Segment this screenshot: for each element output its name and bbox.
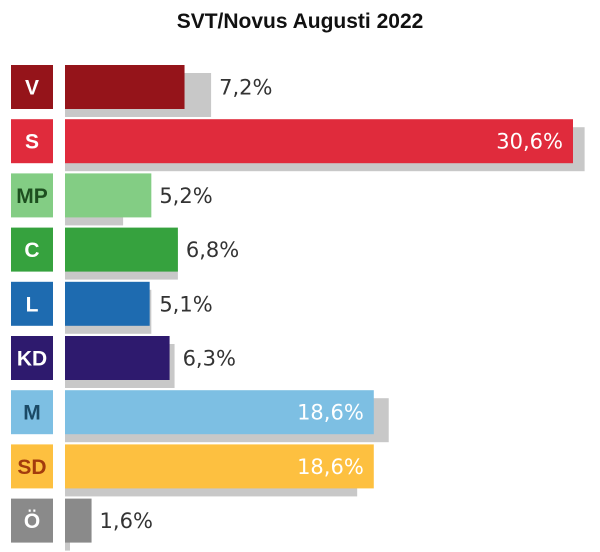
party-label-box	[11, 336, 53, 380]
party-label: V	[25, 77, 39, 100]
value-bar	[65, 444, 374, 489]
party-label: C	[24, 239, 39, 262]
party-label-box	[11, 498, 53, 543]
party-label-box	[11, 281, 53, 326]
value-label: 18,6%	[297, 455, 364, 479]
value-bar	[65, 281, 150, 326]
value-bar	[65, 65, 185, 109]
value-label: 6,3%	[183, 347, 236, 371]
party-label: MP	[16, 185, 48, 208]
party-label: KD	[17, 348, 47, 371]
party-label-box	[11, 227, 53, 272]
chart-title: SVT/Novus Augusti 2022	[176, 10, 424, 33]
party-label-box	[11, 173, 53, 218]
value-bar	[65, 498, 92, 543]
value-label: 6,8%	[186, 238, 239, 262]
party-label: SD	[17, 456, 46, 479]
value-bar	[65, 390, 374, 435]
value-label: 30,6%	[496, 130, 563, 154]
value-label: 18,6%	[297, 401, 364, 425]
value-bar	[65, 119, 573, 164]
party-label-box	[11, 444, 53, 489]
party-label: M	[23, 402, 41, 425]
value-label: 1,6%	[100, 509, 153, 533]
value-bar	[65, 227, 178, 272]
value-bar	[65, 336, 170, 380]
party-label: L	[26, 293, 39, 316]
party-label: S	[25, 131, 39, 154]
party-label-box	[11, 119, 53, 164]
value-bar	[65, 173, 152, 218]
party-label: Ö	[24, 510, 40, 533]
value-label: 7,2%	[219, 76, 272, 100]
party-label-box	[11, 65, 53, 109]
party-label-box	[11, 390, 53, 435]
value-label: 5,2%	[159, 184, 212, 208]
value-label: 5,1%	[159, 292, 212, 316]
